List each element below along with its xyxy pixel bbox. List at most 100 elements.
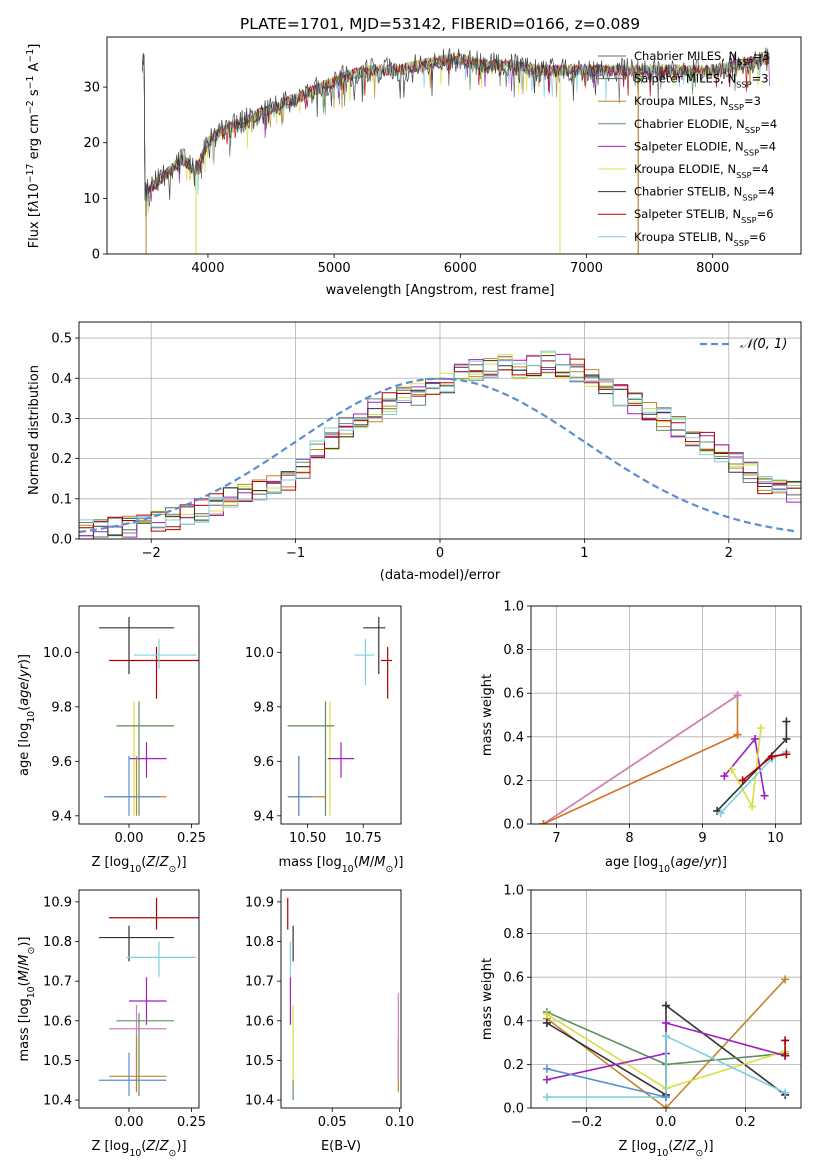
label-part: ⊙ xyxy=(386,864,394,875)
label-part: )] xyxy=(17,654,32,664)
y-tick-label: 10.6 xyxy=(245,1014,274,1029)
x-tick-label: 7000 xyxy=(570,261,603,276)
label-part: ⊙ xyxy=(26,947,37,955)
label-part: SSP xyxy=(736,80,751,90)
weight-line-KS xyxy=(720,751,787,814)
weight-marker-SE xyxy=(720,772,729,781)
label-part: / xyxy=(17,677,32,682)
y-tick-label: 0.8 xyxy=(503,927,524,942)
y-tick-label: 0.4 xyxy=(51,372,72,387)
y-axis-label: Normed distribution xyxy=(27,365,42,495)
plot-area-age-vs-Z xyxy=(99,616,199,816)
label-part: mass [log xyxy=(17,998,32,1061)
hist-step-KS xyxy=(79,350,801,528)
x-tick-label: 8000 xyxy=(696,261,729,276)
label-part: 10 xyxy=(26,711,37,723)
y-tick-label: 10.0 xyxy=(245,646,274,661)
x-tick-label: 1 xyxy=(580,546,588,561)
y-tick-label: 0.4 xyxy=(503,1014,524,1029)
x-tick-label: 10 xyxy=(767,831,784,846)
label-part: Z xyxy=(159,1139,170,1154)
label-part: Z [log xyxy=(91,855,129,870)
label-part: Salpeter ELODIE, N xyxy=(634,139,744,153)
x-tick-label: 0.00 xyxy=(115,831,144,846)
label-part: ( xyxy=(17,706,32,711)
hist-step-SS xyxy=(79,358,801,532)
y-tick-label: 10.4 xyxy=(245,1094,274,1109)
legend-label: Salpeter MILES, NSSP=3 xyxy=(634,72,769,90)
weight-marker-gauss xyxy=(542,1064,551,1073)
weight-line-CS xyxy=(716,721,788,812)
label-part: 10 xyxy=(26,986,37,998)
label-part: age [log xyxy=(605,855,658,870)
y-axis-label: Flux [fλ10−17 erg cm−2 s−1 A−1] xyxy=(25,44,43,249)
label-part: −2 xyxy=(25,100,36,114)
legend-label: Kroupa MILES, NSSP=3 xyxy=(634,94,761,112)
label-part: =3 xyxy=(753,49,770,63)
x-tick-label: 7 xyxy=(552,831,560,846)
label-part: / xyxy=(682,1139,687,1154)
axes-residual-hist: −2 −1 0 1 2 0.0 0.1 0.2 0.3 0.4 0.5 𝒩(0, 1) (data-mo… xyxy=(27,321,802,583)
label-part: age [log xyxy=(17,723,32,776)
y-tick-label: 0.3 xyxy=(51,412,72,427)
x-axis-label: Z [log10(Z/Z⊙)] xyxy=(618,1139,713,1159)
x-tick-label: 10.50 xyxy=(289,831,326,846)
weight-marker-CS xyxy=(782,734,791,743)
weight-marker-SS xyxy=(782,750,791,759)
y-tick-label: 1.0 xyxy=(503,884,524,899)
y-tick-label: 10.5 xyxy=(43,1054,72,1069)
x-tick-label: 0.05 xyxy=(318,1115,347,1130)
weight-marker-KM2 xyxy=(733,730,742,739)
x-axis-label: age [log10(age/yr)] xyxy=(605,855,727,875)
label-part: −1 xyxy=(25,76,36,90)
y-tick-label: 9.6 xyxy=(253,755,274,770)
y-tick-label: 10.5 xyxy=(245,1054,274,1069)
label-part: )] xyxy=(176,855,186,870)
x-tick-label: 0.00 xyxy=(115,1115,144,1130)
y-tick-label: 10.9 xyxy=(245,895,274,910)
y-tick-label: 0.2 xyxy=(503,1058,524,1073)
label-part: Flux [f xyxy=(27,207,42,248)
label-part: =6 xyxy=(757,207,774,221)
label-part: SSP xyxy=(729,102,744,112)
x-tick-label: 2 xyxy=(725,546,733,561)
label-part: SSP xyxy=(745,125,760,135)
y-tick-label: 10.9 xyxy=(43,895,72,910)
axes-frame xyxy=(280,605,402,825)
y-tick-label: 1.0 xyxy=(503,600,524,615)
weight-line-KM2 xyxy=(543,733,738,824)
weight-line-gauss xyxy=(546,1068,667,1098)
legend-label: Kroupa STELIB, NSSP=6 xyxy=(634,230,766,248)
x-tick-label: 4000 xyxy=(191,261,224,276)
weight-marker-KM2 xyxy=(539,820,548,824)
plot-area-age-vs-mass xyxy=(287,616,393,816)
weight-marker-SE xyxy=(760,791,769,800)
y-tick-label: 9.8 xyxy=(253,700,274,715)
y-tick-label: 9.4 xyxy=(253,809,274,824)
label-part: Z xyxy=(145,1139,156,1154)
y-tick-label: 30 xyxy=(83,81,100,96)
legend-label: Salpeter STELIB, NSSP=6 xyxy=(634,207,774,225)
axes-frame xyxy=(106,36,802,255)
label-part: =3 xyxy=(744,94,761,108)
label-part: ⊙ xyxy=(169,1148,177,1159)
weight-marker-KE xyxy=(748,802,757,811)
label-part: ( xyxy=(670,855,675,870)
label-part: SSP xyxy=(734,238,749,248)
label-part: / xyxy=(370,855,375,870)
label-part: ⊙ xyxy=(696,1148,704,1159)
plot-area-mass-weight-vs-age xyxy=(539,691,791,824)
weight-marker-KS xyxy=(542,1093,551,1102)
y-tick-label: 10 xyxy=(83,192,100,207)
y-tick-label: 0.0 xyxy=(503,818,524,833)
label-part: / xyxy=(17,965,32,970)
weight-line-KS xyxy=(546,1034,786,1098)
y-tick-label: 0.1 xyxy=(51,492,72,507)
label-part: 10 xyxy=(342,864,354,875)
x-axis-label: (data-model)/error xyxy=(380,568,501,583)
label-part: ⊙ xyxy=(169,864,177,875)
x-axis-label: Z [log10(Z/Z⊙)] xyxy=(91,1139,186,1159)
y-tick-label: 9.8 xyxy=(51,700,72,715)
